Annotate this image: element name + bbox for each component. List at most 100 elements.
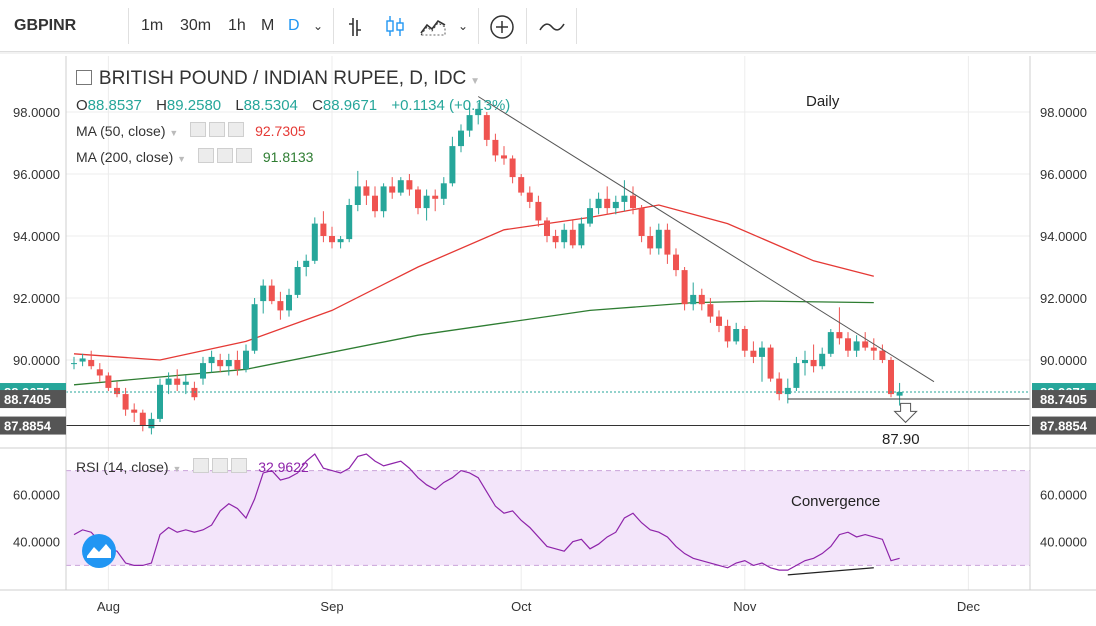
toolbar: GBPINR 1m 30m 1h M D ⌄ ⌄: [0, 0, 1096, 52]
candle-body: [139, 412, 146, 426]
ma50-menu-chevron-icon[interactable]: ▼: [169, 128, 179, 138]
y-tick-label-left: 92.0000: [13, 291, 60, 306]
interval-1m[interactable]: 1m: [141, 17, 164, 34]
tradingview-logo-icon[interactable]: [82, 534, 116, 568]
candle-body: [148, 418, 155, 429]
candles-style-icon[interactable]: [384, 14, 406, 38]
candle-body: [595, 198, 602, 209]
add-indicator-plus-icon[interactable]: [489, 14, 515, 40]
title-menu-chevron-icon[interactable]: ▼: [470, 76, 481, 87]
candle-body: [440, 183, 447, 199]
ma50-settings-gear-icon[interactable]: [209, 122, 226, 137]
candle-body: [664, 229, 671, 255]
candle-body: [698, 294, 705, 305]
toolbar-divider: [526, 8, 527, 44]
price-tag-left: 88.7405: [4, 392, 51, 407]
candle-body: [122, 394, 129, 410]
candle-body: [71, 363, 77, 365]
candle-body: [372, 195, 378, 212]
ma50-visibility-eye-icon[interactable]: [190, 122, 207, 137]
candle-body: [621, 195, 628, 202]
candle-body: [578, 223, 585, 246]
rsi-menu-chevron-icon[interactable]: ▼: [172, 464, 182, 474]
ma200-menu-chevron-icon[interactable]: ▼: [177, 154, 187, 164]
candle-body: [870, 347, 877, 351]
rsi-line: [73, 453, 900, 571]
candle-body: [518, 177, 525, 193]
candle-body: [114, 387, 120, 395]
target-annotation: 87.90: [882, 431, 920, 448]
y-tick-label-left: 94.0000: [13, 229, 60, 244]
y-tick-label-left: 98.0000: [13, 105, 60, 120]
candle-body: [243, 350, 249, 370]
candle-body: [329, 236, 335, 243]
candle-body: [217, 360, 224, 367]
toolbar-divider: [333, 8, 334, 44]
symbol-label[interactable]: GBPINR: [14, 17, 77, 34]
area-style-icon[interactable]: [420, 16, 446, 36]
collapse-square-icon[interactable]: [76, 70, 92, 85]
ma200-settings-gear-icon[interactable]: [216, 148, 233, 163]
toolbar-divider: [478, 8, 479, 44]
price-tag-right-bg: [1032, 416, 1096, 435]
candle-body: [88, 360, 95, 367]
candle-body: [716, 316, 722, 326]
rsi-y-tick-label-right: 40.0000: [1040, 535, 1087, 550]
interval-dropdown-chevron-icon[interactable]: ⌄: [313, 19, 324, 33]
candle-body: [174, 378, 181, 385]
rsi-value: 32.9622: [258, 459, 309, 475]
candle-body: [604, 198, 611, 209]
bars-style-icon[interactable]: [347, 16, 369, 38]
candle-body: [552, 236, 559, 243]
chart-title: BRITISH POUND / INDIAN RUPEE, D, IDC: [98, 68, 467, 89]
candle-body: [681, 270, 688, 305]
compare-wave-icon[interactable]: [538, 18, 566, 36]
low-label: L: [235, 97, 244, 114]
high-value: 89.2580: [166, 97, 222, 114]
rsi-label: RSI (14, close): [76, 459, 169, 475]
y-tick-label-left: 96.0000: [13, 167, 60, 182]
rsi-visibility-eye-icon[interactable]: [193, 458, 210, 473]
candle-body: [268, 285, 275, 302]
candle-body: [466, 115, 473, 131]
candle-body: [707, 304, 714, 317]
candle-body: [561, 229, 568, 243]
candle-body: [638, 208, 645, 236]
ma200-label: MA (200, close): [76, 149, 174, 165]
candle-body: [724, 325, 731, 342]
ma200-remove-close-icon[interactable]: [235, 148, 252, 163]
daily-annotation: Daily: [806, 93, 840, 110]
candle-body: [157, 384, 163, 419]
candle-body: [750, 350, 757, 357]
candle-body: [105, 375, 112, 388]
ma50-remove-close-icon[interactable]: [228, 122, 245, 137]
candle-body: [458, 130, 464, 147]
interval-1h[interactable]: 1h: [228, 17, 246, 34]
ohlc-row: O88.8537 H89.2580 L88.5304 C88.9671 +0.1…: [76, 97, 510, 114]
rsi-settings-gear-icon[interactable]: [212, 458, 229, 473]
style-dropdown-chevron-icon[interactable]: ⌄: [458, 19, 469, 33]
ma200-visibility-eye-icon[interactable]: [197, 148, 214, 163]
candle-body: [303, 260, 310, 267]
candle-body: [741, 329, 748, 351]
y-tick-label-right: 90.0000: [1040, 353, 1087, 368]
open-value: 88.8537: [87, 97, 142, 114]
x-tick-label: Aug: [97, 599, 120, 614]
candle-body: [888, 360, 894, 395]
candle-body: [389, 186, 396, 193]
ma200-legend-row: MA (200, close) ▼ 91.8133: [76, 148, 313, 165]
x-tick-label: Dec: [957, 599, 981, 614]
interval-30m[interactable]: 30m: [180, 17, 212, 34]
candle-body: [346, 205, 353, 240]
candle-body: [612, 201, 619, 209]
candle-body: [354, 186, 361, 205]
interval-day[interactable]: D: [288, 17, 300, 34]
close-value: 88.9671: [322, 97, 378, 114]
interval-month[interactable]: M: [261, 17, 275, 34]
candle-body: [449, 146, 456, 184]
rsi-remove-close-icon[interactable]: [231, 458, 248, 473]
rsi-y-tick-label-left: 40.0000: [13, 535, 60, 550]
candle-body: [397, 180, 404, 193]
candle-body: [79, 358, 86, 362]
